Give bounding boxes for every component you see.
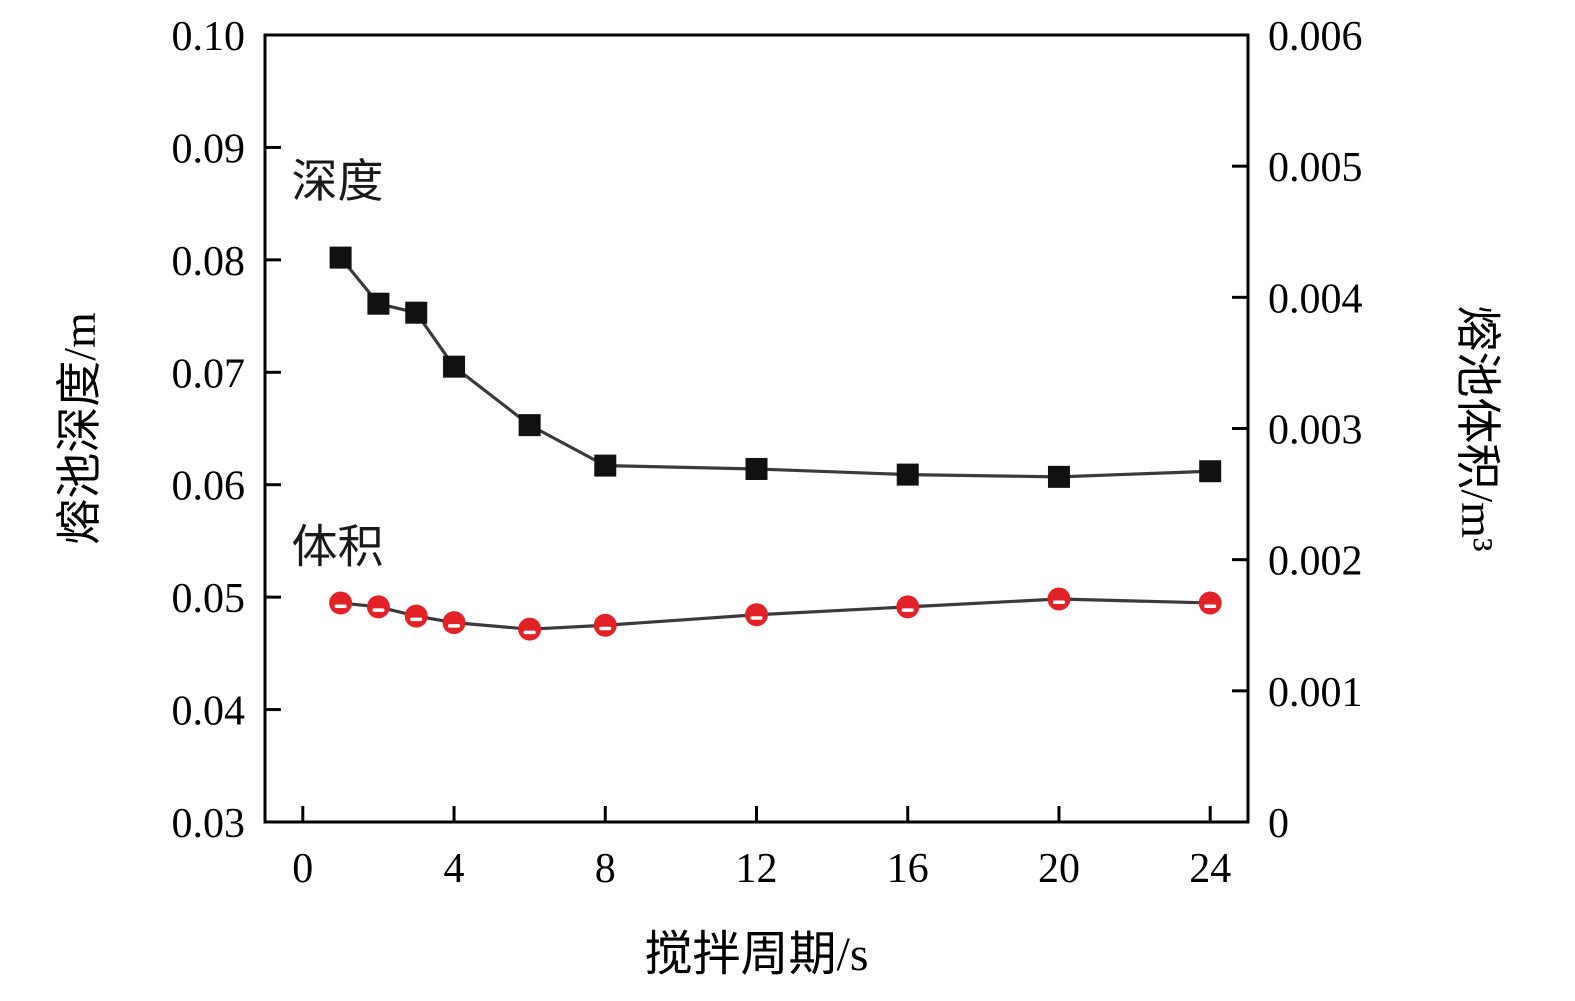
y-right-tick-label: 0.006 <box>1268 14 1363 60</box>
y-left-tick-label: 0.05 <box>172 576 246 622</box>
y-left-tick-label: 0.09 <box>172 126 246 172</box>
plot-frame <box>263 33 1250 824</box>
depth-marker <box>367 292 390 315</box>
volume-marker <box>593 613 617 637</box>
y-right-tick-label: 0.003 <box>1268 408 1363 454</box>
y-right-axis-title: 熔池体积/m³ <box>1452 305 1503 551</box>
volume-marker <box>442 611 466 635</box>
y-right-tick-label: 0.005 <box>1268 145 1363 191</box>
series-line <box>340 597 1211 631</box>
depth-marker <box>405 301 428 324</box>
series-volume <box>329 587 1222 641</box>
depth-marker <box>745 457 768 480</box>
volume-marker <box>896 595 920 619</box>
x-tick-label: 8 <box>595 846 616 892</box>
depth-marker <box>443 355 466 378</box>
x-tick-label: 16 <box>887 846 929 892</box>
depth-marker <box>518 414 541 437</box>
depth-marker <box>896 463 919 486</box>
depth-marker <box>329 246 352 269</box>
y-right-tick-label: 0.004 <box>1268 276 1363 322</box>
x-tick-label: 20 <box>1038 846 1080 892</box>
volume-marker <box>404 604 428 628</box>
series-depth <box>329 246 1222 488</box>
depth-marker <box>1199 460 1222 483</box>
y-right-tick-label: 0.002 <box>1268 539 1363 585</box>
y-left-tick-label: 0.10 <box>172 14 246 60</box>
x-tick-label: 0 <box>292 846 313 892</box>
y-left-tick-label: 0.03 <box>172 801 246 847</box>
series-label-depth: 深度 <box>291 156 383 207</box>
y-right-tick-label: 0 <box>1268 801 1289 847</box>
y-left-tick-label: 0.07 <box>172 351 246 397</box>
x-axis-title: 搅拌周期/s <box>644 928 868 981</box>
depth-marker <box>594 454 617 477</box>
y-left-tick-label: 0.06 <box>172 464 246 510</box>
y-left-tick-label: 0.04 <box>172 689 246 735</box>
series-line <box>339 256 1211 479</box>
x-tick-label: 24 <box>1189 846 1231 892</box>
volume-marker <box>518 617 542 641</box>
y-left-tick-label: 0.08 <box>172 239 246 285</box>
y-axis-left: 0.03 0.04 0.05 0.06 0.07 0.08 0.09 0.10 <box>172 14 281 847</box>
volume-marker <box>366 595 390 619</box>
y-axis-right: 0 0.001 0.002 0.003 0.004 0.005 0.006 <box>1232 14 1363 847</box>
y-left-axis-title: 熔池深度/m <box>54 312 105 545</box>
x-axis: 0 4 8 12 16 20 24 <box>292 806 1231 892</box>
series-label-volume: 体积 <box>291 522 383 573</box>
volume-marker <box>745 603 768 627</box>
volume-marker <box>1047 587 1071 611</box>
x-tick-label: 4 <box>444 846 465 892</box>
y-right-tick-label: 0.001 <box>1268 670 1363 716</box>
volume-marker <box>329 591 353 615</box>
x-tick-label: 12 <box>736 846 778 892</box>
volume-marker <box>1198 591 1222 615</box>
depth-marker <box>1047 465 1070 488</box>
